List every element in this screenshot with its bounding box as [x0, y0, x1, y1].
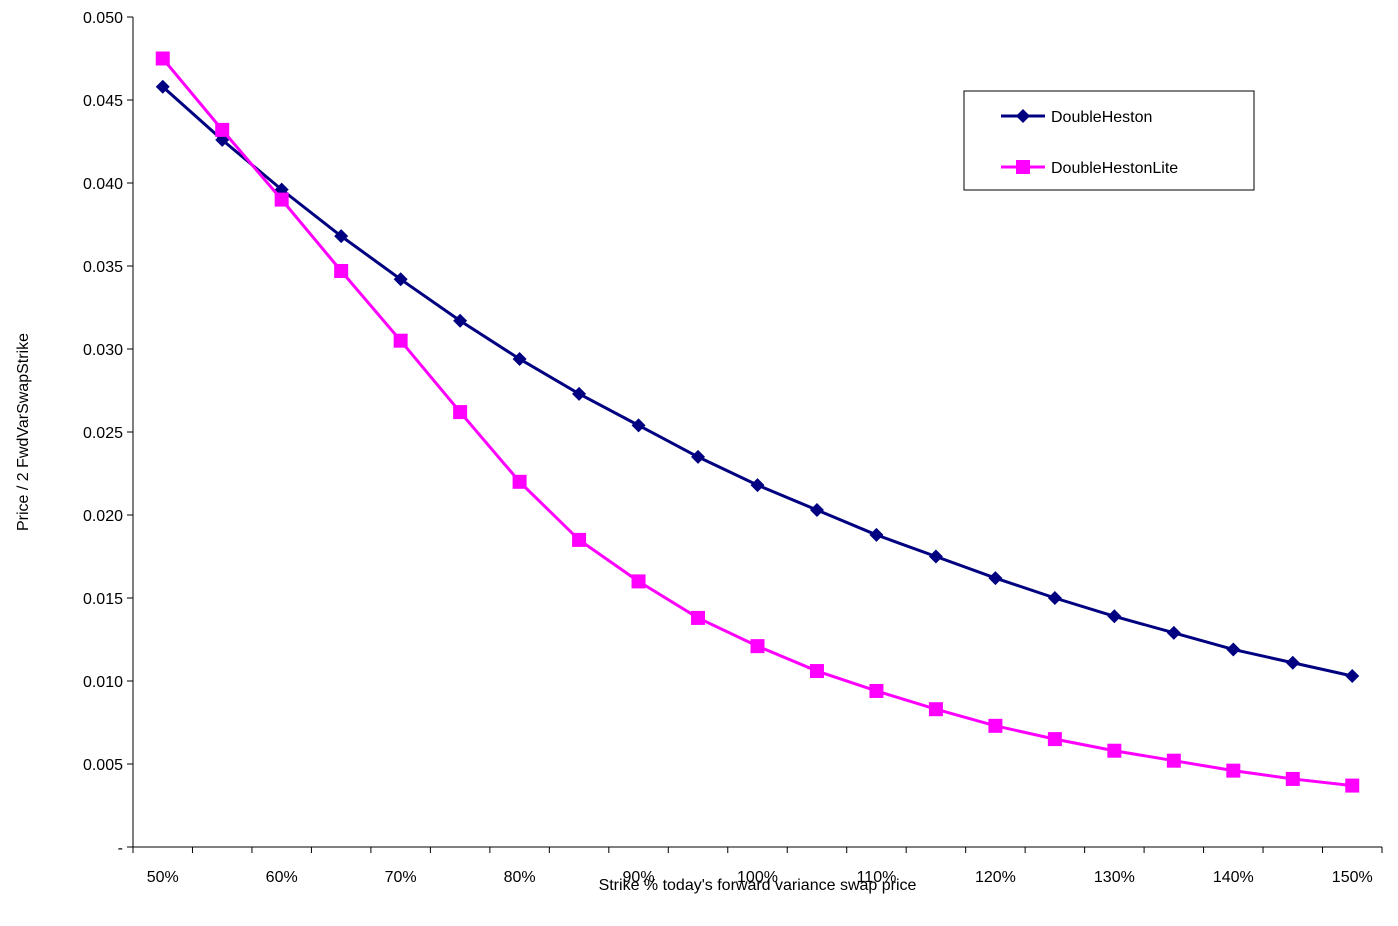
data-point: [691, 610, 706, 625]
y-tick-label: 0.015: [83, 591, 123, 608]
chart-legend: DoubleHeston DoubleHestonLite: [963, 90, 1255, 191]
x-tick-label: 100%: [737, 869, 778, 886]
y-tick-label: 0.020: [83, 508, 123, 525]
y-tick-label: -: [118, 840, 123, 857]
legend-marker: [1016, 109, 1030, 123]
x-tick-label: 80%: [504, 869, 536, 886]
x-tick-label: 70%: [385, 869, 417, 886]
y-tick-label: 0.040: [83, 176, 123, 193]
y-tick-label: 0.025: [83, 425, 123, 442]
data-point: [869, 527, 884, 542]
x-tick-label: 120%: [975, 869, 1016, 886]
data-point: [1107, 743, 1122, 758]
y-tick-label: 0.035: [83, 259, 123, 276]
data-point: [512, 474, 527, 489]
data-point: [155, 51, 170, 66]
data-point: [215, 122, 230, 137]
y-tick-label: 0.050: [83, 10, 123, 27]
data-point: [155, 79, 170, 94]
series-doublehestonlite: [155, 51, 1360, 793]
data-point: [1166, 753, 1181, 768]
data-point: [334, 263, 349, 278]
x-tick-label: 50%: [147, 869, 179, 886]
data-point: [1107, 609, 1122, 624]
data-point: [453, 405, 468, 420]
x-tick-label: 130%: [1094, 869, 1135, 886]
data-point: [750, 639, 765, 654]
y-tick-label: 0.045: [83, 93, 123, 110]
x-tick-label: 110%: [857, 869, 897, 886]
y-tick-label: 0.030: [83, 342, 123, 359]
data-point: [691, 449, 706, 464]
data-point: [572, 532, 587, 547]
x-tick-label: 90%: [623, 869, 655, 886]
data-point: [1285, 655, 1300, 670]
data-point: [869, 683, 884, 698]
data-point: [1345, 778, 1360, 793]
data-point: [274, 192, 289, 207]
data-point: [809, 664, 824, 679]
legend-label: DoubleHeston: [1051, 109, 1152, 126]
y-tick-label: 0.005: [83, 757, 123, 774]
data-point: [631, 418, 646, 433]
data-point: [631, 574, 646, 589]
data-point: [1226, 763, 1241, 778]
data-point: [928, 549, 943, 564]
data-point: [1047, 591, 1062, 605]
data-point: [928, 702, 943, 717]
chart-axes: - 0.005 0.010 0.015 0.020 0.025 0.030 0.035 0.04…: [83, 10, 1383, 886]
data-point: [988, 571, 1003, 586]
data-point: [393, 333, 408, 348]
x-tick-label: 60%: [266, 869, 298, 886]
data-point: [453, 313, 468, 328]
data-point: [393, 272, 408, 287]
data-point: [1047, 732, 1062, 747]
data-point: [1285, 771, 1300, 786]
series-doubleheston: [155, 79, 1360, 684]
legend-marker: [1016, 160, 1030, 174]
data-point: [512, 351, 527, 366]
x-tick-label: 150%: [1332, 869, 1373, 886]
legend-box: [963, 90, 1255, 191]
data-point: [809, 503, 824, 518]
data-point: [1166, 625, 1181, 640]
x-tick-label: 140%: [1213, 869, 1254, 886]
data-point: [750, 478, 765, 493]
data-point: [1226, 642, 1241, 657]
data-point: [988, 718, 1003, 733]
y-tick-label: 0.010: [83, 674, 123, 691]
data-point: [334, 229, 349, 244]
x-axis-title: Strike % today's forward variance swap p…: [599, 877, 917, 894]
chart-series-layer: [155, 51, 1360, 793]
data-point: [572, 386, 587, 401]
y-axis-title: Price / 2 FwdVarSwapStrike: [15, 333, 32, 531]
data-point: [1345, 669, 1360, 684]
legend-label: DoubleHestonLite: [1051, 160, 1178, 177]
